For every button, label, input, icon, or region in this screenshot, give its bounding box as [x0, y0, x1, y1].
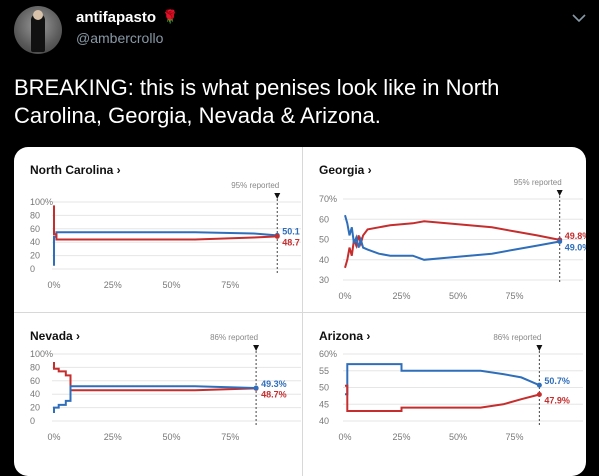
series-line-blue — [53, 231, 278, 266]
media-card[interactable]: North Carolina › 100% 80 60 40 20 0 0% 25% 50% 75%… — [14, 147, 586, 476]
chart-georgia: Georgia › 70% 60 50 40 30 0% 25% 50% 75% 95% repor… — [319, 163, 586, 301]
series-end-label: 48.7% — [261, 389, 287, 399]
x-tick-label: 25% — [104, 280, 122, 290]
x-tick-label: 25% — [392, 291, 410, 301]
y-tick-label: 40 — [30, 237, 40, 247]
reported-label: 95% reported — [514, 178, 562, 187]
series-endpoint-blue — [557, 239, 563, 245]
y-tick-label: 20 — [30, 403, 40, 413]
x-tick-label: 25% — [392, 432, 410, 442]
chart-title: Georgia › — [319, 163, 372, 177]
chart-panel: Arizona › 60% 55 50 45 40 0% 25% 50% 75% 86% repor… — [303, 313, 586, 476]
y-tick-label: 100% — [30, 349, 53, 359]
series-end-label: 47.9% — [544, 396, 570, 406]
series-line-red — [344, 220, 560, 269]
display-name[interactable]: antifapasto — [76, 9, 157, 26]
series-line-blue — [344, 214, 560, 261]
x-tick-label: 25% — [104, 432, 122, 442]
tweet-text: BREAKING: this is what penises look like… — [14, 75, 500, 128]
series-endpoint-red — [536, 392, 542, 398]
reported-label: 86% reported — [493, 333, 541, 342]
y-tick-label: 70% — [319, 194, 337, 204]
avatar-head — [33, 10, 43, 20]
chart-panel: Georgia › 70% 60 50 40 30 0% 25% 50% 75% 95% repor… — [303, 147, 586, 312]
x-tick-label: 0% — [47, 280, 60, 290]
reported-marker — [556, 190, 563, 196]
y-tick-label: 45 — [319, 399, 329, 409]
rose-icon: 🌹 — [162, 9, 179, 24]
y-tick-label: 55 — [319, 366, 329, 376]
series-end-label: 50.1 — [282, 226, 300, 236]
y-tick-label: 40 — [319, 416, 329, 426]
x-tick-label: 0% — [47, 432, 60, 442]
chart-arizona: Arizona › 60% 55 50 45 40 0% 25% 50% 75% 86% repor… — [319, 329, 583, 442]
series-end-label: 49.3% — [261, 379, 287, 389]
x-tick-label: 75% — [221, 432, 239, 442]
reported-marker — [274, 193, 281, 199]
series-end-label: 48.7 — [282, 237, 300, 247]
panel-divider — [14, 312, 586, 313]
y-tick-label: 60% — [319, 349, 337, 359]
series-line-blue — [345, 363, 540, 396]
chart-north-carolina: North Carolina › 100% 80 60 40 20 0 0% 25% 50% 75%… — [30, 163, 301, 290]
series-line-blue — [53, 385, 257, 413]
avatar[interactable] — [14, 6, 62, 54]
avatar-figure — [31, 14, 45, 52]
y-tick-label: 0 — [30, 264, 35, 274]
y-tick-label: 50 — [319, 235, 329, 245]
y-tick-label: 60 — [30, 376, 40, 386]
series-line-red — [53, 205, 278, 241]
series-endpoint-blue — [536, 382, 542, 388]
series-line-red — [345, 384, 540, 412]
x-tick-label: 75% — [505, 432, 523, 442]
x-tick-label: 75% — [505, 291, 523, 301]
chart-panel: North Carolina › 100% 80 60 40 20 0 0% 25% 50% 75%… — [14, 147, 302, 312]
series-endpoint-red — [274, 233, 280, 239]
y-tick-label: 40 — [319, 255, 329, 265]
x-tick-label: 50% — [449, 291, 467, 301]
y-tick-label: 60 — [319, 214, 329, 224]
panel-divider — [302, 147, 303, 476]
chart-panel: Nevada › 100% 80 60 40 20 0 0% 25% 50% 75% 86% repo… — [14, 313, 302, 476]
y-tick-label: 80 — [30, 362, 40, 372]
reported-marker — [253, 345, 260, 351]
y-tick-label: 30 — [319, 275, 329, 285]
handle[interactable]: @ambercrollo — [76, 30, 164, 46]
series-line-red — [53, 362, 257, 392]
y-tick-label: 20 — [30, 251, 40, 261]
y-tick-label: 80 — [30, 210, 40, 220]
series-end-label: 49.0% — [565, 243, 586, 253]
chart-title: Arizona › — [319, 329, 370, 343]
y-tick-label: 60 — [30, 224, 40, 234]
series-end-label: 50.7% — [544, 376, 570, 386]
y-tick-label: 40 — [30, 389, 40, 399]
chart-title: North Carolina › — [30, 163, 121, 177]
series-endpoint-blue — [253, 385, 259, 391]
reported-label: 95% reported — [231, 181, 279, 190]
y-tick-label: 50 — [319, 383, 329, 393]
series-end-label: 49.8% — [565, 231, 586, 241]
x-tick-label: 0% — [338, 432, 351, 442]
y-tick-label: 0 — [30, 416, 35, 426]
chart-nevada: Nevada › 100% 80 60 40 20 0 0% 25% 50% 75% 86% repo… — [30, 329, 301, 442]
x-tick-label: 50% — [162, 280, 180, 290]
chart-title: Nevada › — [30, 329, 80, 343]
x-tick-label: 50% — [449, 432, 467, 442]
x-tick-label: 75% — [221, 280, 239, 290]
reported-label: 86% reported — [210, 333, 258, 342]
x-tick-label: 50% — [162, 432, 180, 442]
y-tick-label: 100% — [30, 197, 53, 207]
chevron-down-icon[interactable] — [569, 10, 589, 26]
reported-marker — [536, 345, 543, 351]
x-tick-label: 0% — [338, 291, 351, 301]
